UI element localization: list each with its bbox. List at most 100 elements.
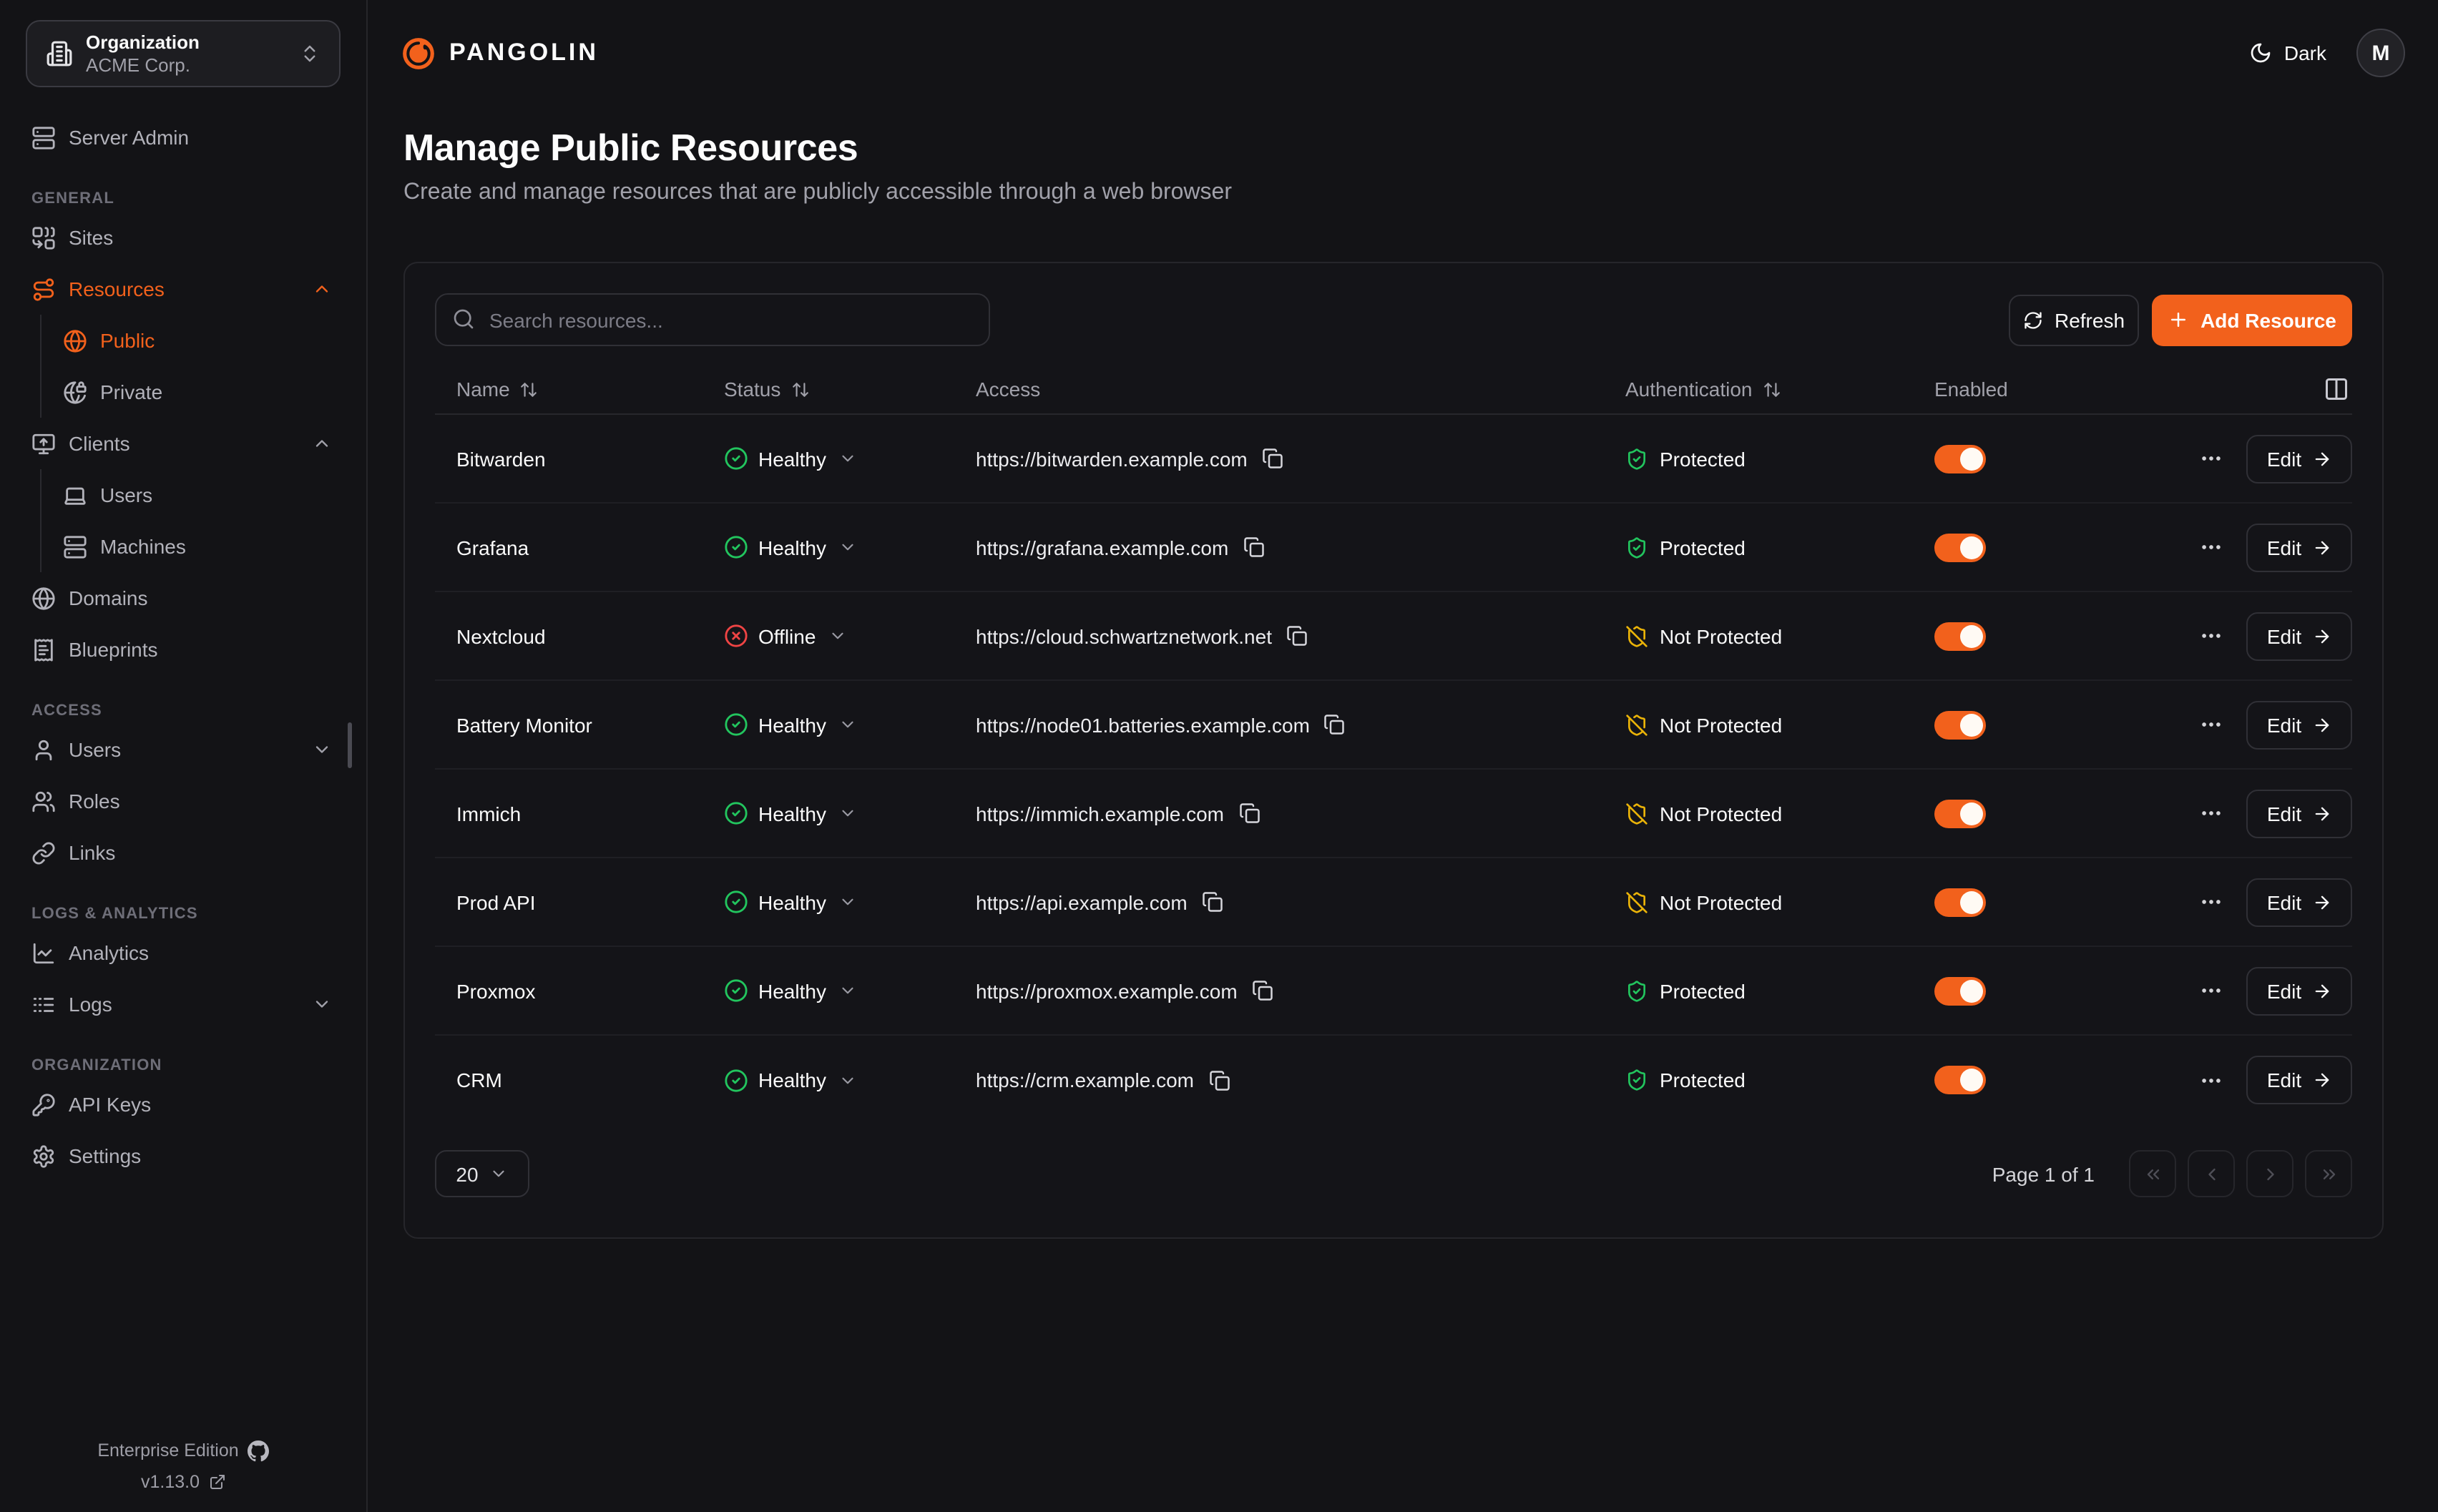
edit-button[interactable]: Edit (2246, 612, 2352, 660)
sidebar-item-domains[interactable]: Domains (0, 572, 366, 624)
resource-url[interactable]: https://grafana.example.com (976, 536, 1229, 559)
sidebar-item-logs[interactable]: Logs (0, 978, 366, 1030)
sidebar-item-resources[interactable]: Resources (0, 263, 366, 315)
page-head: Manage Public Resources Create and manag… (368, 106, 2438, 206)
globe-icon (64, 329, 87, 352)
org-switcher[interactable]: Organization ACME Corp. (26, 20, 341, 87)
enabled-toggle[interactable] (1934, 888, 1986, 916)
ellipsis-icon (2202, 900, 2221, 904)
row-menu-button[interactable] (2196, 976, 2226, 1006)
copy-url-button[interactable] (1202, 891, 1223, 913)
resource-url[interactable]: https://crm.example.com (976, 1069, 1194, 1091)
sidebar-item-users[interactable]: Users (0, 724, 366, 775)
sidebar-item-public[interactable]: Public (41, 315, 366, 366)
resources-icon (33, 278, 54, 300)
enabled-toggle[interactable] (1934, 533, 1986, 561)
first-page-button[interactable] (2129, 1150, 2176, 1197)
sidebar-item-sites[interactable]: Sites (0, 212, 366, 263)
edition-link[interactable]: Enterprise Edition (0, 1435, 366, 1466)
row-menu-button[interactable] (2196, 710, 2226, 740)
enabled-toggle[interactable] (1934, 976, 1986, 1005)
status-dropdown[interactable]: Healthy (724, 1068, 858, 1092)
enabled-toggle[interactable] (1934, 710, 1986, 739)
gear-icon (33, 1144, 54, 1167)
status-dropdown[interactable]: Healthy (724, 978, 858, 1003)
search-input[interactable] (435, 293, 990, 346)
last-page-button[interactable] (2305, 1150, 2352, 1197)
enabled-toggle[interactable] (1934, 622, 1986, 650)
row-menu-button[interactable] (2196, 532, 2226, 562)
resource-url[interactable]: https://immich.example.com (976, 802, 1224, 825)
add-resource-button[interactable]: Add Resource (2152, 294, 2352, 345)
page-size-select[interactable]: 20 (435, 1150, 529, 1197)
resource-url[interactable]: https://api.example.com (976, 890, 1188, 913)
copy-url-button[interactable] (1262, 448, 1283, 469)
user-icon (35, 739, 52, 760)
sidebar-item-analytics[interactable]: Analytics (0, 927, 366, 978)
edit-button[interactable]: Edit (2246, 966, 2352, 1015)
version-link[interactable]: v1.13.0 (0, 1466, 366, 1498)
columns-icon[interactable] (2324, 376, 2349, 402)
resource-url[interactable]: https://bitwarden.example.com (976, 447, 1248, 470)
row-menu-button[interactable] (2196, 443, 2226, 473)
edit-button[interactable]: Edit (2246, 878, 2352, 926)
edit-button[interactable]: Edit (2246, 1056, 2352, 1104)
avatar[interactable]: M (2356, 29, 2405, 77)
sidebar-item-links[interactable]: Links (0, 827, 366, 878)
sidebar-item-machines[interactable]: Machines (41, 521, 366, 572)
status-dropdown[interactable]: Offline (724, 624, 847, 648)
copy-url-button[interactable] (1252, 980, 1273, 1001)
theme-toggle-button[interactable]: Dark (2250, 41, 2326, 64)
shield-off-icon (1626, 891, 1648, 913)
table-row: Proxmox Healthy https://proxmox.example.… (435, 947, 2352, 1036)
copy-url-button[interactable] (1243, 536, 1264, 558)
main-content: PANGOLIN Dark M Manage Public Resources … (368, 0, 2438, 1512)
resources-card: Refresh Add Resource Name Status (403, 262, 2384, 1239)
status-dropdown[interactable]: Healthy (724, 535, 858, 559)
monitor-up-icon (32, 433, 55, 454)
prev-page-button[interactable] (2188, 1150, 2235, 1197)
sidebar-item-server-admin[interactable]: Server Admin (0, 112, 366, 163)
arrow-right-icon (2314, 806, 2329, 820)
column-header-name[interactable]: Name (456, 378, 724, 401)
edit-button[interactable]: Edit (2246, 434, 2352, 483)
copy-url-button[interactable] (1286, 625, 1308, 647)
sidebar-item-private[interactable]: Private (41, 366, 366, 418)
column-header-authentication[interactable]: Authentication (1625, 378, 1934, 401)
table-body: Bitwarden Healthy https://bitwarden.exam… (435, 415, 2352, 1124)
sidebar-item-client-users[interactable]: Users (41, 469, 366, 521)
edit-button[interactable]: Edit (2246, 523, 2352, 571)
sidebar-item-settings[interactable]: Settings (0, 1130, 366, 1182)
row-menu-button[interactable] (2196, 1065, 2226, 1095)
sidebar-scrollbar-thumb[interactable] (348, 722, 352, 768)
copy-url-button[interactable] (1324, 714, 1346, 735)
row-menu-button[interactable] (2196, 887, 2226, 917)
column-header-status[interactable]: Status (724, 378, 976, 401)
next-page-button[interactable] (2246, 1150, 2293, 1197)
enabled-toggle[interactable] (1934, 444, 1986, 473)
status-dropdown[interactable]: Healthy (724, 446, 858, 471)
resource-url[interactable]: https://proxmox.example.com (976, 979, 1238, 1002)
column-header-access: Access (976, 378, 1041, 401)
status-label: Offline (758, 624, 816, 647)
edit-button[interactable]: Edit (2246, 789, 2352, 838)
refresh-button[interactable]: Refresh (2009, 294, 2139, 345)
sidebar-item-roles[interactable]: Roles (0, 775, 366, 827)
enabled-toggle[interactable] (1934, 799, 1986, 828)
status-label: Healthy (758, 536, 826, 559)
copy-url-button[interactable] (1238, 802, 1260, 824)
enabled-toggle[interactable] (1934, 1066, 1986, 1094)
row-menu-button[interactable] (2196, 798, 2226, 828)
resource-url[interactable]: https://cloud.schwartznetwork.net (976, 624, 1272, 647)
sidebar-item-api-keys[interactable]: API Keys (0, 1079, 366, 1130)
status-dropdown[interactable]: Healthy (724, 801, 858, 825)
sidebar-item-blueprints[interactable]: Blueprints (0, 624, 366, 675)
status-dropdown[interactable]: Healthy (724, 712, 858, 737)
copy-url-button[interactable] (1208, 1069, 1230, 1091)
table-row: Immich Healthy https://immich.example.co… (435, 770, 2352, 858)
row-menu-button[interactable] (2196, 621, 2226, 651)
sidebar-item-clients[interactable]: Clients (0, 418, 366, 469)
resource-url[interactable]: https://node01.batteries.example.com (976, 713, 1310, 736)
status-dropdown[interactable]: Healthy (724, 890, 858, 914)
edit-button[interactable]: Edit (2246, 700, 2352, 749)
